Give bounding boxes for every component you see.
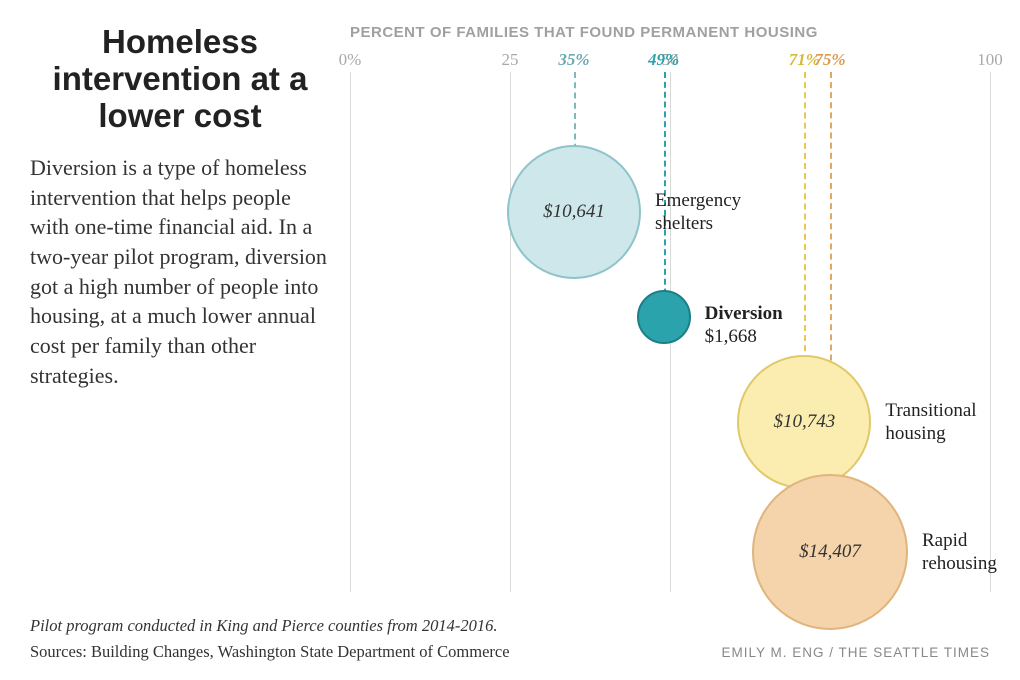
gridline — [990, 72, 991, 592]
bubble-name-label: Rapid rehousing — [922, 530, 1020, 576]
source-line: Sources: Building Changes, Washington St… — [30, 642, 510, 662]
percent-label: 49% — [648, 50, 679, 70]
bubble: $10,743 — [737, 355, 871, 489]
bubble: $10,641 — [507, 145, 641, 279]
bubble: $14,407 — [752, 474, 908, 630]
bubble — [637, 290, 691, 344]
chart-area: PERCENT OF FAMILIES THAT FOUND PERMANENT… — [350, 24, 990, 594]
tick-label: 0% — [339, 50, 362, 70]
deck-text: Diversion is a type of homeless interven… — [30, 153, 330, 391]
percent-label: 35% — [558, 50, 589, 70]
headline: Homeless intervention at a lower cost — [30, 24, 330, 135]
bubble-value: $10,743 — [774, 411, 836, 433]
footer: Pilot program conducted in King and Pier… — [30, 615, 990, 662]
credit-line: EMILY M. ENG / THE SEATTLE TIMES — [721, 645, 990, 660]
bubble-value: $14,407 — [799, 541, 861, 563]
tick-label: 100 — [977, 50, 1003, 70]
percent-label: 75% — [814, 50, 845, 70]
chart-title: PERCENT OF FAMILIES THAT FOUND PERMANENT… — [350, 24, 990, 41]
bubble-name-label: Transitional housing — [885, 400, 1005, 446]
footnote: Pilot program conducted in King and Pier… — [30, 615, 990, 636]
text-column: Homeless intervention at a lower cost Di… — [30, 24, 330, 390]
bubble-value: $10,641 — [543, 201, 605, 223]
gridline — [350, 72, 351, 592]
chart-plot: 0%255010035%49%71%75%$10,641Emergency sh… — [350, 72, 990, 592]
bubble-name-label: Diversion$1,668 — [705, 303, 783, 349]
bubble-name-label: Emergency shelters — [655, 190, 775, 236]
tick-label: 25 — [502, 50, 519, 70]
gridline — [510, 72, 511, 592]
